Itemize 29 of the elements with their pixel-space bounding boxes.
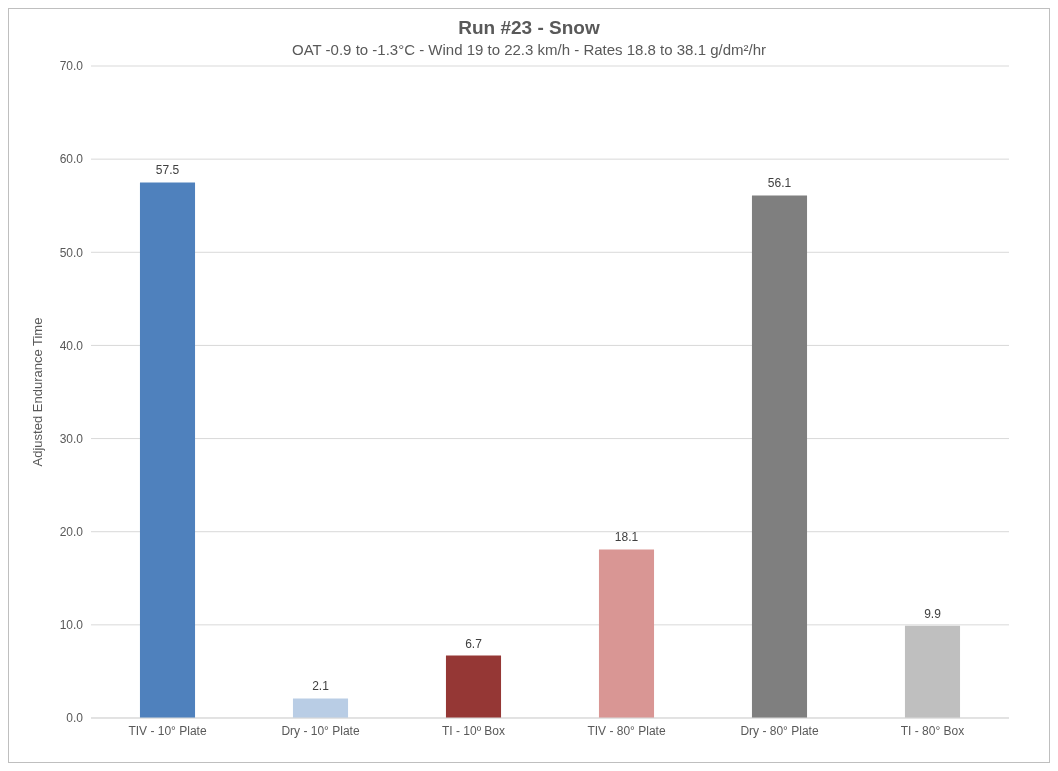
x-tick-label: Dry - 80° Plate: [740, 723, 819, 738]
y-tick-label: 60.0: [59, 152, 84, 167]
bar: [445, 655, 502, 718]
y-tick-label: 10.0: [59, 618, 84, 633]
y-tick-label: 50.0: [59, 245, 84, 260]
x-tick-label: Dry - 10° Plate: [281, 723, 360, 738]
x-tick-label: TI - 80° Box: [900, 723, 965, 738]
y-tick-label: 0.0: [66, 711, 84, 726]
y-axis-title: Adjusted Endurance Time: [29, 317, 45, 467]
y-tick-label: 70.0: [59, 59, 84, 74]
x-tick-label: TIV - 10° Plate: [128, 723, 207, 738]
bar: [904, 625, 961, 718]
x-tick-label: TI - 10º Box: [441, 723, 506, 738]
data-label: 2.1: [312, 679, 330, 694]
data-label: 18.1: [614, 530, 639, 545]
x-tick-label: TIV - 80° Plate: [587, 723, 666, 738]
bar: [598, 549, 655, 718]
bar: [139, 182, 196, 718]
bar: [751, 195, 808, 718]
data-label: 6.7: [465, 636, 483, 651]
data-label: 57.5: [155, 163, 180, 178]
y-tick-label: 30.0: [59, 431, 84, 446]
bar: [292, 698, 349, 718]
data-label: 9.9: [924, 606, 942, 621]
y-tick-label: 40.0: [59, 338, 84, 353]
y-tick-label: 20.0: [59, 524, 84, 539]
chart-title: Run #23 - Snow: [457, 17, 601, 39]
data-label: 56.1: [767, 176, 792, 191]
chart-subtitle: OAT -0.9 to -1.3°C - Wind 19 to 22.3 km/h - Rates 18.8 to 38.1 g/dm²/hr: [291, 41, 767, 58]
